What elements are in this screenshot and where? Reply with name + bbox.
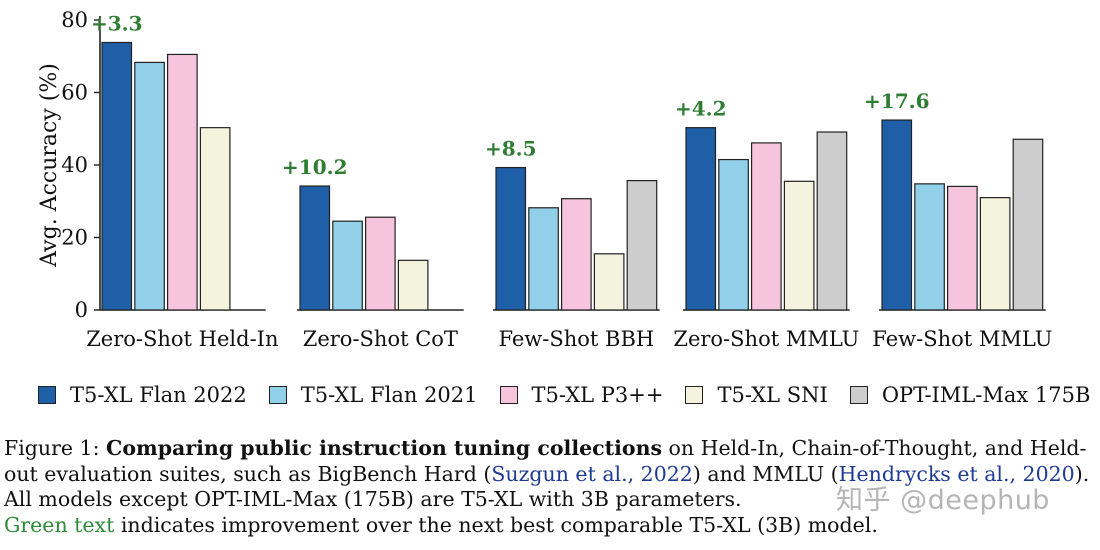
caption-text-c: ). All models except OPT-IML-Max (175B) … [4,461,1090,512]
citation-hendrycks[interactable]: Hendrycks et al., 2020 [838,461,1075,486]
legend-item-opt-iml: OPT-IML-Max 175B [849,383,1091,407]
x-category-label-5: Few-Shot MMLU [872,327,1052,351]
legend-label-flan-2022: T5-XL Flan 2022 [70,383,247,407]
y-tick-label-60: 60 [61,81,88,105]
improvement-label-4: +4.2 [675,97,727,121]
watermark: 知乎 @deephub [836,485,1050,516]
x-category-label-1: Zero-Shot Held-In [86,327,278,351]
bar-3-series-5 [626,179,658,311]
bar-1-series-1 [101,41,133,311]
caption-bold-text: Comparing public instruction tuning coll… [106,436,663,460]
bar-5-series-4 [979,197,1011,311]
y-tick-label-20: 20 [61,226,88,250]
bar-2-series-1 [299,185,331,311]
bar-2-series-2 [332,220,363,311]
legend-label-sni: T5-XL SNI [717,383,828,407]
caption-green-text: Green text [4,512,115,537]
bar-3-series-2 [528,207,559,311]
improvement-label-1: +3.3 [91,11,143,35]
bar-2-series-4 [397,259,429,311]
legend-item-p3: T5-XL P3++ [499,383,664,407]
caption-text-d: indicates improvement over the next best… [114,512,878,537]
caption-text-b: ) and MMLU ( [692,461,839,486]
improvement-label-3: +8.5 [485,137,537,161]
legend-swatch-p3 [499,386,518,404]
legend-swatch-sni [685,386,704,404]
legend-label-flan-2021: T5-XL Flan 2021 [300,383,478,407]
bar-4-series-4 [783,180,815,311]
bar-4-series-3 [750,142,782,311]
bar-2-series-3 [365,216,396,311]
legend-label-p3: T5-XL P3++ [531,383,664,407]
caption-text-a: on Held-In, Chain-of-Thought, and Held-o… [4,436,1087,486]
improvement-label-2: +10.2 [282,155,347,179]
legend-swatch-flan-2022 [38,386,56,404]
y-tick-label-40: 40 [61,153,88,177]
bar-chart: 0 20 40 60 80 Avg. Accuracy (%) +3.3 Zero-Shot … [37,8,1052,351]
bar-5-series-2 [914,183,945,311]
legend-swatch-opt-iml [849,386,868,404]
citation-suzgun[interactable]: Suzgun et al., 2022 [491,461,693,486]
legend-label-opt-iml: OPT-IML-Max 175B [881,383,1091,407]
bar-3-series-3 [560,198,592,311]
x-category-label-2: Zero-Shot CoT [303,327,458,351]
bar-4-series-5 [816,131,848,311]
bar-4-series-1 [685,127,717,311]
bar-1-series-4 [199,127,231,311]
x-category-label-4: Zero-Shot MMLU [673,327,859,351]
legend-item-sni: T5-XL SNI [685,383,828,407]
bar-5-series-3 [946,185,978,311]
bar-1-series-2 [134,61,165,311]
legend-swatch-flan-2021 [268,386,287,404]
x-category-label-3: Few-Shot BBH [498,327,654,351]
y-tick-label-80: 80 [61,8,88,32]
bar-3-series-1 [495,166,527,311]
figure-caption: Figure 1: Comparing public instruction t… [4,436,1098,538]
figure-label: Figure 1: [4,436,100,460]
legend-item-flan-2022: T5-XL Flan 2022 [38,383,247,407]
chart-legend: T5-XL Flan 2022 T5-XL Flan 2021 T5-XL P3… [38,380,1100,410]
bar-5-series-5 [1012,138,1044,311]
y-tick-label-0: 0 [75,298,88,322]
y-axis-label: Avg. Accuracy (%) [37,63,62,268]
bar-5-series-1 [881,119,913,311]
bar-1-series-3 [167,53,198,311]
bar-3-series-4 [593,253,625,311]
bar-4-series-2 [718,158,749,311]
legend-item-flan-2021: T5-XL Flan 2021 [268,383,478,407]
improvement-label-5: +17.6 [864,89,929,113]
